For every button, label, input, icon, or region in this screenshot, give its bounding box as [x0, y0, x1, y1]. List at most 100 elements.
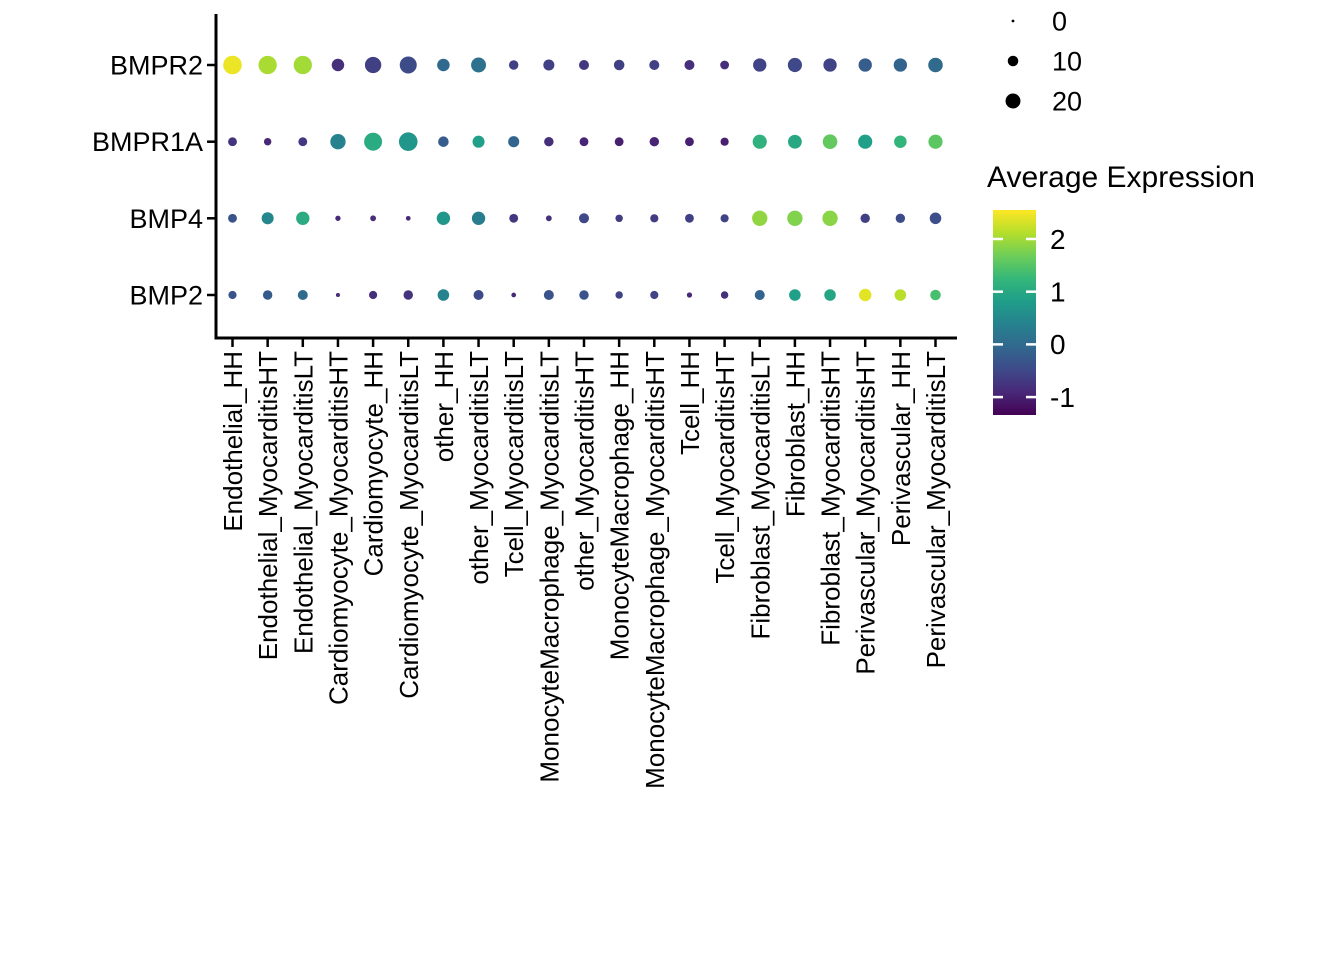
category-label: other_MyocarditisLT [464, 351, 494, 585]
size-legend-label: 20 [1052, 86, 1082, 116]
expression-dot [615, 291, 623, 299]
size-legend-dot [1011, 19, 1015, 23]
expression-dot [436, 211, 451, 225]
gene-label: BMP2 [129, 280, 203, 310]
expression-dot [579, 290, 589, 300]
category-label: Fibroblast_MyocarditisHT [816, 351, 846, 646]
category-label: other_HH [429, 351, 459, 462]
category-label: Cardiomyocyte_HH [359, 351, 389, 576]
category-label: Tcell_MyocarditisLT [499, 351, 529, 577]
colorbar [993, 210, 1036, 415]
size-legend-dot [1007, 55, 1019, 67]
expression-dot [261, 212, 274, 225]
expression-dot [403, 290, 413, 300]
gene-label: BMPR1A [92, 127, 203, 157]
expression-dot [685, 213, 694, 223]
expression-dot [720, 60, 730, 70]
size-legend-label: 10 [1052, 46, 1082, 76]
expression-dot [405, 215, 411, 221]
expression-dot [822, 134, 838, 149]
colorbar-tick-label: 2 [1050, 224, 1066, 255]
expression-dot [263, 137, 272, 146]
expression-dot [930, 289, 941, 301]
expression-dot [858, 58, 872, 72]
expression-dot [824, 289, 836, 301]
expression-dot [228, 290, 237, 300]
expression-dot [789, 289, 801, 301]
expression-dot [578, 59, 590, 71]
expression-dot [508, 136, 520, 148]
category-label: Fibroblast_MyocarditisLT [745, 351, 775, 640]
expression-dot [509, 213, 519, 223]
expression-dot [297, 289, 308, 301]
category-label: Perivascular_HH [886, 351, 916, 546]
expression-dot [894, 135, 907, 148]
colorbar-tick-label: 1 [1050, 276, 1066, 307]
category-label: Endothelial_MyocarditisHT [253, 351, 283, 660]
category-label: Endothelial_MyocarditisLT [288, 351, 318, 654]
expression-dot [262, 290, 273, 300]
category-label: MonocyteMacrophage_HH [605, 351, 635, 660]
expression-dot [511, 292, 517, 298]
expression-dot [752, 210, 768, 226]
expression-dot [929, 212, 942, 225]
expression-dot [473, 289, 484, 301]
expression-dot [754, 289, 765, 301]
expression-dot [399, 56, 417, 74]
category-label: Cardiomyocyte_MyocarditisHT [323, 351, 353, 705]
expression-dot [545, 215, 552, 222]
size-legend-dot [1005, 93, 1021, 109]
expression-dot [223, 55, 242, 75]
gene-label: BMP4 [129, 204, 203, 234]
color-legend-title: Average Expression [987, 161, 1255, 194]
category-label: MonocyteMacrophage_MyocarditisHT [640, 351, 670, 789]
category-label: Perivascular_MyocarditisHT [851, 351, 881, 675]
expression-dot [544, 136, 554, 147]
expression-dot [370, 215, 376, 222]
expression-dot [298, 137, 308, 147]
expression-dot [823, 58, 837, 72]
gene-label: BMPR2 [110, 50, 203, 80]
expression-dot [860, 213, 870, 224]
expression-dot [364, 56, 382, 74]
expression-dot [437, 289, 450, 301]
expression-dot [928, 134, 943, 149]
expression-dot [438, 136, 449, 147]
expression-dot [822, 210, 838, 226]
expression-dot [752, 134, 767, 149]
expression-dot [543, 289, 554, 301]
expression-dot [437, 58, 450, 72]
expression-dot [650, 214, 659, 223]
expression-dot [543, 59, 555, 71]
expression-dot [895, 213, 906, 224]
expression-dot [471, 211, 486, 225]
expression-dot [753, 58, 767, 72]
category-label: Fibroblast_HH [780, 351, 810, 517]
expression-dot [471, 57, 487, 73]
expression-dot [258, 55, 277, 75]
expression-dot [398, 132, 418, 151]
category-label: MonocyteMacrophage_MyocarditisLT [534, 351, 564, 783]
expression-dot [893, 58, 908, 72]
expression-dot [686, 292, 693, 298]
size-legend-label: 0 [1052, 6, 1067, 36]
expression-dot [472, 135, 485, 148]
expression-dot [364, 132, 383, 151]
expression-dot [330, 134, 346, 150]
expression-dot [578, 213, 590, 224]
expression-dot [508, 60, 519, 70]
expression-dot [228, 137, 237, 147]
expression-dot [787, 210, 803, 226]
colorbar-tick-label: 0 [1050, 329, 1066, 360]
expression-dot [369, 290, 378, 300]
category-label: Endothelial_HH [218, 351, 248, 532]
expression-dot [720, 291, 729, 299]
colorbar-tick-label: -1 [1050, 382, 1075, 413]
expression-dot [615, 214, 623, 223]
expression-dot [614, 137, 624, 147]
expression-dot [720, 214, 729, 223]
expression-dot [335, 292, 340, 298]
expression-dot [858, 288, 872, 302]
